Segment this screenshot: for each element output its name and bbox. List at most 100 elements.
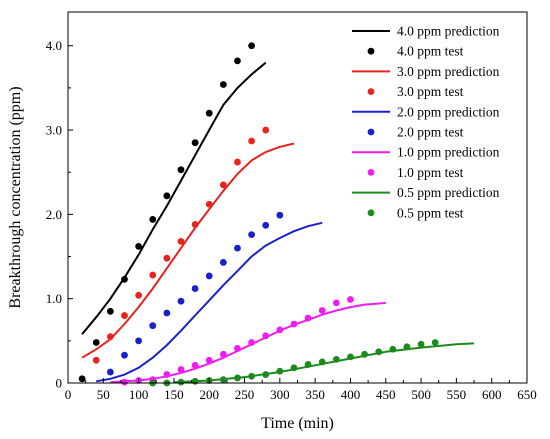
- data-point-1-0-ppm-test: [219, 350, 227, 358]
- data-point-0-5-ppm-test: [417, 340, 425, 348]
- x-tick-label: 400: [341, 387, 361, 402]
- legend-label: 4.0 ppm prediction: [397, 24, 500, 39]
- x-tick-label: 50: [97, 387, 110, 402]
- legend-swatch-3-0-ppm-test: [367, 88, 375, 95]
- data-point-0-5-ppm-test: [389, 345, 397, 353]
- legend-label: 0.5 ppm prediction: [397, 185, 500, 200]
- data-point-0-5-ppm-test: [234, 374, 241, 382]
- data-point-4-0-ppm-test: [248, 42, 256, 50]
- legend: 4.0 ppm prediction 4.0 ppm test 3.0 ppm pr…: [352, 24, 500, 220]
- data-point-3-0-ppm-test: [191, 221, 199, 228]
- series-line-2-0-ppm-prediction: [96, 221, 323, 383]
- y-tick-label: 1.0: [46, 291, 62, 306]
- data-point-2-0-ppm-test: [121, 351, 128, 359]
- legend-label: 1.0 ppm prediction: [397, 145, 500, 160]
- data-point-4-0-ppm-test: [121, 275, 128, 283]
- data-point-2-0-ppm-test: [276, 211, 284, 219]
- legend-label: 1.0 ppm test: [397, 165, 464, 180]
- x-tick-label: 150: [164, 387, 184, 402]
- data-point-2-0-ppm-test: [106, 368, 114, 376]
- x-tick-label: 550: [447, 387, 467, 402]
- data-point-2-0-ppm-test: [163, 309, 171, 317]
- data-point-4-0-ppm-test: [78, 375, 86, 383]
- x-tick-label: 500: [411, 387, 431, 402]
- series-line-0-5-ppm-prediction: [173, 342, 475, 384]
- y-axis-title: Breakthrough concentration (ppm): [7, 86, 24, 308]
- legend-label: 2.0 ppm prediction: [397, 104, 500, 119]
- data-point-0-5-ppm-test: [318, 358, 326, 366]
- data-point-2-0-ppm-test: [205, 272, 213, 280]
- y-tick-label: 4.0: [46, 38, 62, 53]
- x-tick-label: 300: [270, 387, 290, 402]
- x-tick-label: 250: [235, 387, 255, 402]
- data-point-3-0-ppm-test: [177, 237, 185, 245]
- data-point-1-0-ppm-test: [332, 299, 340, 307]
- legend-label: 2.0 ppm test: [397, 125, 464, 140]
- data-point-4-0-ppm-test: [177, 166, 185, 174]
- data-point-1-0-ppm-test: [121, 378, 128, 386]
- legend-label: 4.0 ppm test: [397, 44, 464, 59]
- legend-label: 0.5 ppm test: [397, 205, 464, 220]
- data-point-0-5-ppm-test: [177, 378, 185, 386]
- data-point-1-0-ppm-test: [318, 307, 326, 314]
- x-axis-title: Time (min): [261, 415, 334, 432]
- data-point-2-0-ppm-test: [248, 231, 256, 239]
- data-point-1-0-ppm-test: [276, 326, 284, 334]
- data-point-0-5-ppm-test: [191, 377, 199, 385]
- data-point-0-5-ppm-test: [332, 355, 340, 363]
- data-point-0-5-ppm-test: [403, 343, 411, 351]
- data-point-3-0-ppm-test: [121, 312, 128, 319]
- data-point-0-5-ppm-test: [304, 361, 312, 368]
- series-line-4-0-ppm-prediction: [81, 61, 267, 335]
- legend-swatch-0-5-ppm-test: [367, 209, 375, 217]
- data-point-3-0-ppm-test: [149, 271, 157, 279]
- data-point-4-0-ppm-test: [205, 109, 213, 117]
- data-point-4-0-ppm-test: [135, 243, 143, 250]
- y-tick-label: 0: [56, 376, 63, 391]
- axis-ticks: 0 50 100 150 200 250 300 350 400 450 500 550 600 650 0…: [46, 38, 537, 402]
- x-tick-label: 450: [376, 387, 396, 402]
- data-point-0-5-ppm-test: [262, 371, 270, 378]
- data-point-0-5-ppm-test: [375, 348, 383, 356]
- legend-label: 3.0 ppm test: [397, 84, 464, 99]
- data-point-0-5-ppm-test: [219, 376, 227, 384]
- data-point-1-0-ppm-test: [234, 345, 241, 352]
- data-point-3-0-ppm-test: [106, 333, 114, 341]
- data-point-2-0-ppm-test: [177, 297, 185, 305]
- legend-swatch-2-0-ppm-test: [367, 128, 375, 136]
- x-tick-label: 200: [199, 387, 219, 402]
- data-point-0-5-ppm-test: [361, 350, 368, 358]
- x-tick-label: 0: [65, 387, 72, 402]
- data-point-3-0-ppm-test: [163, 254, 171, 262]
- data-point-2-0-ppm-test: [135, 337, 143, 345]
- data-point-3-0-ppm-test: [205, 200, 213, 208]
- data-point-3-0-ppm-test: [219, 181, 227, 189]
- data-point-0-5-ppm-test: [276, 367, 284, 375]
- y-tick-label: 2.0: [46, 207, 62, 222]
- series-line-1-0-ppm-prediction: [110, 301, 386, 384]
- data-point-4-0-ppm-test: [106, 307, 114, 315]
- data-point-2-0-ppm-test: [262, 221, 270, 229]
- legend-swatch-4-0-ppm-test: [367, 47, 375, 55]
- data-point-4-0-ppm-test: [234, 57, 241, 65]
- data-point-3-0-ppm-test: [135, 291, 143, 299]
- data-point-1-0-ppm-test: [347, 296, 354, 303]
- legend-label: 3.0 ppm prediction: [397, 64, 500, 79]
- data-point-2-0-ppm-test: [191, 285, 199, 292]
- data-point-2-0-ppm-test: [234, 244, 241, 252]
- data-point-2-0-ppm-test: [149, 322, 157, 330]
- data-point-1-0-ppm-test: [290, 320, 298, 328]
- y-tick-label: 3.0: [46, 123, 62, 138]
- x-tick-label: 100: [129, 387, 149, 402]
- data-point-0-5-ppm-test: [290, 364, 298, 372]
- data-point-4-0-ppm-test: [92, 339, 100, 346]
- x-tick-label: 600: [482, 387, 502, 402]
- data-point-4-0-ppm-test: [191, 139, 199, 147]
- data-point-3-0-ppm-test: [92, 356, 100, 364]
- legend-swatch-1-0-ppm-test: [367, 169, 375, 176]
- data-point-0-5-ppm-test: [431, 339, 439, 346]
- data-point-4-0-ppm-test: [163, 192, 171, 200]
- data-point-4-0-ppm-test: [149, 216, 157, 223]
- data-point-1-0-ppm-test: [163, 371, 171, 378]
